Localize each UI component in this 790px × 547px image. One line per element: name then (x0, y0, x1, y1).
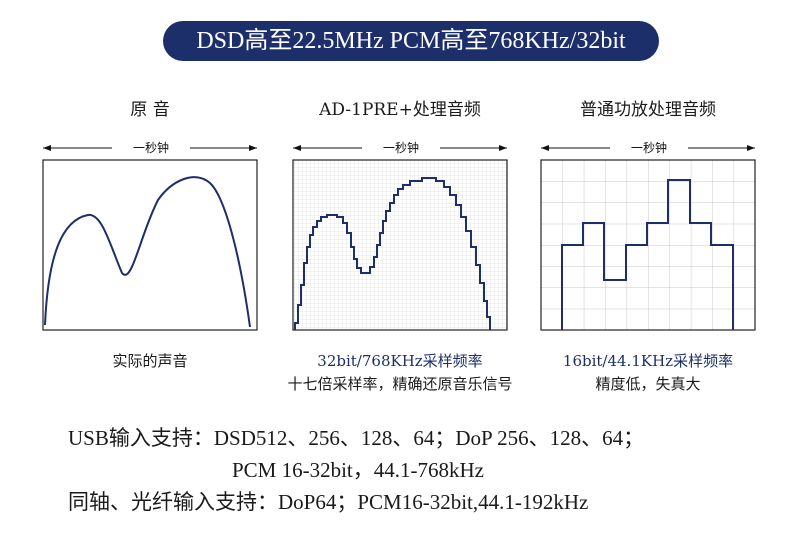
panel-original: 一秒钟 (40, 135, 260, 335)
span-label: 一秒钟 (383, 140, 419, 155)
title-original: 原 音 (130, 100, 170, 120)
arrow-head-left (43, 145, 51, 151)
caption-normal-desc: 精度低，失真大 (595, 375, 701, 393)
hires-wave-diagram: 一秒钟 (292, 140, 508, 331)
spec-banner: DSD高至22.5MHz PCM高至768KHz/32bit (163, 21, 659, 61)
usb-support-line1: USB输入支持：DSD512、256、128、64；DoP 256、128、64… (68, 426, 645, 450)
panel-frame (292, 159, 508, 331)
caption-normal-rate: 16bit/44.1KHz采样频率 (562, 352, 734, 370)
usb-support-line2: PCM 16-32bit，44.1-768kHz (232, 458, 484, 482)
original-wave-diagram: 一秒钟 (42, 140, 258, 331)
caption-ad1pre-desc: 十七倍采样率，精确还原音乐信号 (287, 375, 513, 393)
panel-ad1pre: 一秒钟 (290, 135, 510, 335)
span-label: 一秒钟 (133, 140, 169, 155)
title-ad1pre: AD-1PRE+处理音频 (319, 100, 481, 120)
lores-wave-diagram: 一秒钟 (540, 140, 756, 331)
panel-normal-amp: 一秒钟 (538, 135, 758, 335)
sound-wave (44, 176, 251, 328)
caption-original: 实际的声音 (112, 352, 188, 370)
caption-ad1pre-rate: 32bit/768KHz采样频率 (317, 352, 483, 370)
stepped-wave-fine (294, 177, 491, 330)
coax-optical-support: 同轴、光纤输入支持：DoP64；PCM16-32bit,44.1-192kHz (68, 490, 589, 514)
arrow-head-right (249, 145, 257, 151)
span-label: 一秒钟 (631, 140, 667, 155)
title-normal-amp: 普通功放处理音频 (580, 100, 716, 120)
stepped-wave-coarse (561, 179, 734, 330)
panel-frame (42, 159, 258, 331)
